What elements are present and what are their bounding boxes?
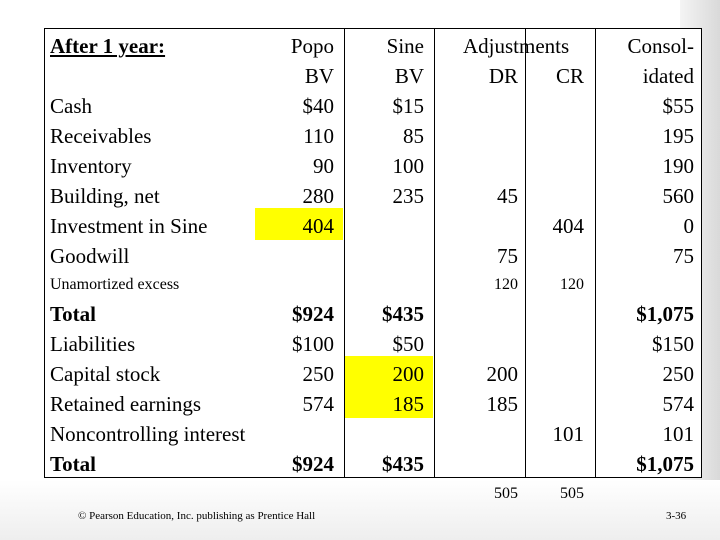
row-label: Total — [50, 452, 96, 476]
header-consolidated-line1: Consol- — [627, 34, 694, 58]
dr-value: 45 — [497, 184, 518, 208]
row-label: Building, net — [50, 184, 160, 208]
popo-value: $924 — [292, 302, 334, 326]
copyright-notice: © Pearson Education, Inc. publishing as … — [78, 510, 316, 522]
popo-value: $100 — [292, 332, 334, 356]
popo-value: 280 — [302, 184, 335, 208]
consolidated-value: 195 — [662, 124, 695, 148]
consolidated-value: 190 — [662, 154, 695, 178]
popo-value: $924 — [292, 452, 334, 476]
cr-value: 101 — [552, 422, 585, 446]
row-label: Noncontrolling interest — [50, 422, 246, 446]
consolidated-value: 250 — [662, 362, 695, 386]
sine-value: 200 — [392, 362, 425, 386]
header-sine-line1: Sine — [386, 34, 424, 58]
row-label: Inventory — [50, 154, 132, 178]
slide-number: 3-36 — [666, 510, 687, 522]
highlight-sine-equity — [345, 356, 433, 418]
consolidated-value: 0 — [683, 214, 695, 238]
popo-value: 574 — [302, 392, 335, 416]
popo-value: $40 — [302, 94, 335, 118]
popo-value: 404 — [302, 214, 335, 238]
dr-total: 505 — [494, 485, 518, 502]
header-dr: DR — [488, 64, 518, 88]
row-label: Retained earnings — [50, 392, 202, 416]
popo-value: 90 — [313, 154, 334, 178]
dr-value: 185 — [486, 392, 519, 416]
column-divider — [525, 28, 526, 478]
background-footer — [0, 480, 720, 540]
consolidated-value: 75 — [673, 244, 694, 268]
sine-value: $435 — [382, 452, 424, 476]
dr-value: 120 — [494, 276, 518, 293]
consolidated-value: $1,075 — [636, 452, 694, 476]
sine-value: $50 — [392, 332, 425, 356]
cr-value: 404 — [552, 214, 585, 238]
row-label: Liabilities — [50, 332, 136, 356]
sine-value: 185 — [392, 392, 425, 416]
sine-value: 85 — [403, 124, 424, 148]
sine-value: 235 — [392, 184, 425, 208]
header-sine-line2: BV — [394, 64, 424, 88]
popo-value: 110 — [303, 124, 334, 148]
consolidated-value: 574 — [662, 392, 695, 416]
cr-total: 505 — [560, 485, 584, 502]
sine-value: $15 — [392, 94, 425, 118]
header-popo-line1: Popo — [290, 34, 334, 58]
table-heading: After 1 year: — [50, 34, 166, 58]
column-divider — [434, 28, 435, 478]
dr-value: 200 — [486, 362, 519, 386]
column-divider — [344, 28, 345, 478]
row-label: Investment in Sine — [50, 214, 208, 238]
cr-value: 120 — [560, 276, 584, 293]
consolidated-value: $1,075 — [636, 302, 694, 326]
sine-value: 100 — [392, 154, 425, 178]
header-consolidated-line2: idated — [642, 64, 694, 88]
consolidated-value: 560 — [662, 184, 695, 208]
header-popo-line2: BV — [304, 64, 334, 88]
highlight-investment — [255, 208, 343, 240]
header-adjustments: Adjustments — [463, 34, 570, 58]
row-label: Unamortized excess — [50, 276, 180, 293]
row-label: Total — [50, 302, 96, 326]
column-divider — [595, 28, 596, 478]
row-label: Cash — [50, 94, 92, 118]
header-cr: CR — [555, 64, 584, 88]
row-label: Receivables — [50, 124, 152, 148]
consolidated-value: $150 — [652, 332, 694, 356]
row-label: Goodwill — [50, 244, 130, 268]
consolidated-value: 101 — [662, 422, 695, 446]
dr-value: 75 — [497, 244, 518, 268]
consolidated-value: $55 — [662, 94, 695, 118]
row-label: Capital stock — [50, 362, 161, 386]
sine-value: $435 — [382, 302, 424, 326]
popo-value: 250 — [302, 362, 335, 386]
